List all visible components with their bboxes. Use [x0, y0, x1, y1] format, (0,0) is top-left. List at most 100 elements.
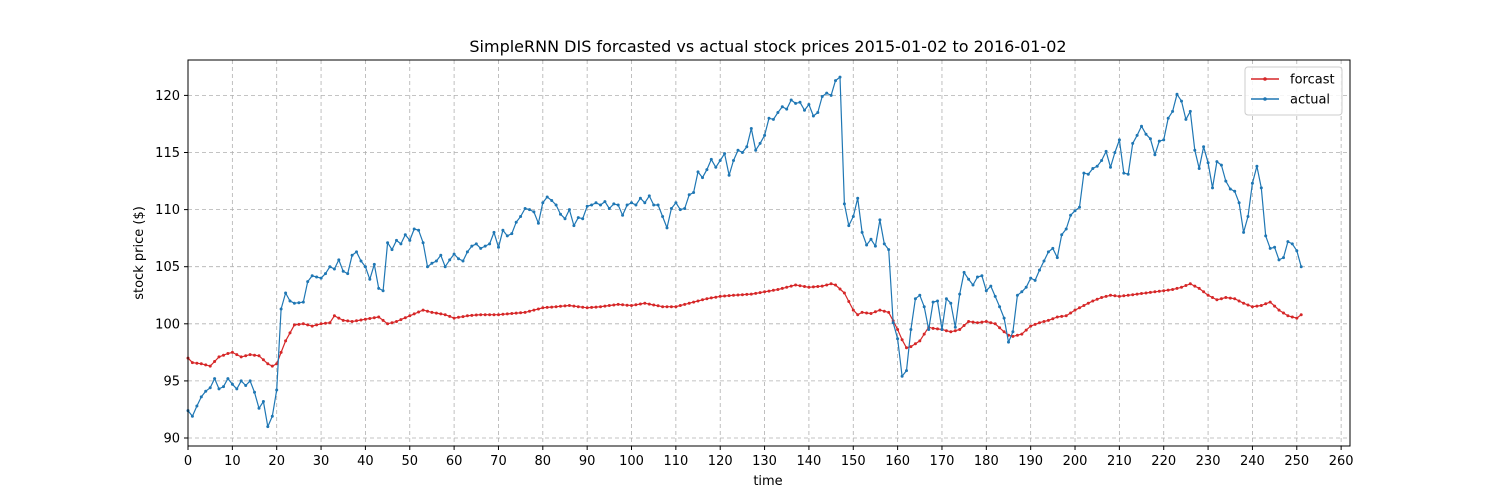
- data-point-forcast: [692, 300, 696, 304]
- data-point-actual: [545, 195, 549, 199]
- data-point-actual: [501, 228, 505, 232]
- data-point-actual: [1082, 171, 1086, 175]
- data-point-actual: [603, 200, 607, 204]
- data-point-actual: [368, 277, 372, 281]
- data-point-actual: [465, 250, 469, 254]
- data-point-forcast: [1109, 293, 1112, 297]
- data-point-actual: [1140, 124, 1143, 128]
- data-point-forcast: [647, 302, 651, 306]
- data-point-actual: [887, 248, 891, 252]
- data-point-forcast: [1073, 308, 1077, 312]
- data-point-forcast: [1171, 288, 1175, 291]
- data-point-forcast: [1015, 333, 1019, 337]
- data-point-actual: [958, 292, 962, 296]
- x-tick-label: 230: [1196, 454, 1221, 469]
- data-point-actual: [856, 196, 860, 200]
- data-point-actual: [208, 386, 212, 390]
- data-point-actual: [1113, 151, 1117, 154]
- data-point-forcast: [1206, 293, 1210, 297]
- x-tick-label: 250: [1284, 454, 1309, 469]
- data-point-actual: [763, 133, 767, 137]
- data-point-forcast: [536, 307, 540, 311]
- data-point-actual: [452, 252, 456, 256]
- data-point-actual: [470, 244, 474, 248]
- data-point-forcast: [794, 283, 798, 287]
- data-point-actual: [701, 176, 704, 180]
- data-point-actual: [324, 272, 327, 276]
- data-point-actual: [195, 404, 199, 408]
- y-tick-label: 95: [163, 374, 180, 389]
- data-point-forcast: [763, 290, 767, 294]
- data-point-forcast: [479, 313, 483, 317]
- y-tick-label: 115: [155, 146, 180, 161]
- data-point-actual: [505, 234, 509, 238]
- data-point-forcast: [865, 311, 869, 315]
- data-point-actual: [918, 293, 922, 297]
- data-point-actual: [381, 289, 385, 293]
- data-point-actual: [1157, 139, 1161, 143]
- data-point-actual: [1264, 234, 1268, 238]
- data-point-actual: [328, 265, 332, 269]
- data-point-forcast: [873, 310, 877, 314]
- data-point-actual: [412, 227, 416, 231]
- data-point-actual: [372, 262, 376, 266]
- data-point-actual: [497, 245, 500, 249]
- data-point-forcast: [390, 321, 394, 325]
- data-point-forcast: [825, 283, 829, 287]
- data-point-forcast: [661, 305, 665, 309]
- data-point-forcast: [767, 289, 771, 293]
- data-point-forcast: [1100, 296, 1104, 299]
- data-point-forcast: [1282, 311, 1285, 315]
- data-point-actual: [807, 103, 811, 106]
- data-point-actual: [984, 289, 988, 293]
- data-point-actual: [780, 105, 784, 109]
- data-point-forcast: [958, 328, 962, 331]
- data-point-forcast: [918, 339, 922, 343]
- data-point-forcast: [834, 283, 837, 287]
- data-point-forcast: [643, 301, 647, 305]
- data-point-forcast: [732, 293, 735, 297]
- data-point-forcast: [656, 304, 660, 308]
- data-point-forcast: [208, 364, 212, 368]
- x-tick-label: 260: [1329, 454, 1354, 469]
- data-point-actual: [740, 151, 744, 154]
- data-point-actual: [315, 275, 319, 279]
- data-point-actual: [661, 215, 665, 218]
- data-point-actual: [771, 117, 775, 121]
- x-tick-label: 90: [579, 454, 596, 469]
- data-point-actual: [687, 193, 691, 197]
- data-point-forcast: [953, 329, 957, 333]
- data-point-forcast: [1064, 314, 1068, 318]
- data-point-forcast: [1113, 294, 1117, 298]
- series-line-actual: [187, 76, 1302, 428]
- data-point-actual: [794, 101, 798, 105]
- data-point-actual: [1166, 116, 1170, 120]
- data-point-actual: [217, 387, 221, 391]
- data-point-actual: [630, 201, 633, 205]
- data-point-actual: [550, 199, 554, 202]
- y-axis-label: stock price ($): [132, 206, 147, 300]
- data-point-actual: [319, 276, 323, 280]
- data-point-actual: [909, 328, 913, 331]
- data-point-forcast: [847, 300, 851, 303]
- data-point-forcast: [594, 305, 598, 309]
- data-point-actual: [1007, 340, 1010, 344]
- data-point-forcast: [944, 329, 948, 333]
- data-point-forcast: [785, 285, 789, 289]
- data-point-actual: [199, 395, 203, 399]
- data-point-actual: [1069, 213, 1073, 217]
- data-point-forcast: [341, 318, 345, 322]
- data-point-actual: [253, 390, 256, 394]
- data-point-forcast: [443, 313, 447, 317]
- data-point-forcast: [687, 301, 691, 305]
- data-point-forcast: [1188, 282, 1192, 286]
- data-point-actual: [222, 385, 225, 389]
- data-point-actual: [745, 145, 749, 149]
- data-point-actual: [1064, 227, 1068, 231]
- data-point-actual: [927, 328, 931, 331]
- data-point-actual: [838, 75, 842, 79]
- data-point-actual: [936, 299, 939, 303]
- data-point-actual: [567, 208, 571, 212]
- data-point-actual: [1078, 205, 1081, 209]
- data-point-forcast: [1175, 286, 1179, 290]
